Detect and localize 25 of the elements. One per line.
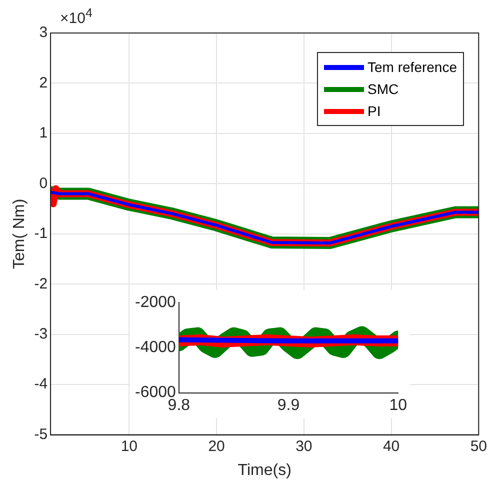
- legend-label: SMC: [368, 81, 399, 97]
- x-tick-label: 10: [389, 396, 408, 414]
- y-tick-label: 2: [39, 74, 48, 92]
- x-tick-label: 9.8: [168, 396, 190, 414]
- x-tick-label: 20: [208, 438, 225, 455]
- legend-label: PI: [368, 103, 381, 119]
- text: ×10$^{4}$: [60, 6, 92, 27]
- y-tick-label: -2000: [135, 294, 176, 312]
- y-tick-label: -2: [34, 275, 48, 292]
- x-axis-title: Time(s): [238, 462, 292, 479]
- y-tick-label: -5: [34, 426, 48, 443]
- x-tick-label: 9.9: [277, 396, 300, 414]
- y-tick-label: -3: [34, 325, 48, 342]
- y-tick-label: 3: [39, 24, 48, 42]
- x-tick-label: 40: [382, 438, 400, 455]
- legend-label: Tem reference: [368, 59, 457, 75]
- y-axis-title: Tem( Nm): [11, 198, 28, 270]
- y-tick-label: -4000: [135, 339, 176, 356]
- y-tick-label: -4: [34, 376, 48, 393]
- y-tick-label: 1: [39, 124, 48, 142]
- x-tick-label: 50: [470, 438, 487, 455]
- x-tick-label: 10: [120, 438, 138, 455]
- x-tick-label: 30: [296, 438, 312, 455]
- y-tick-label: -1: [34, 225, 48, 242]
- y-tick-label: 0: [39, 174, 48, 192]
